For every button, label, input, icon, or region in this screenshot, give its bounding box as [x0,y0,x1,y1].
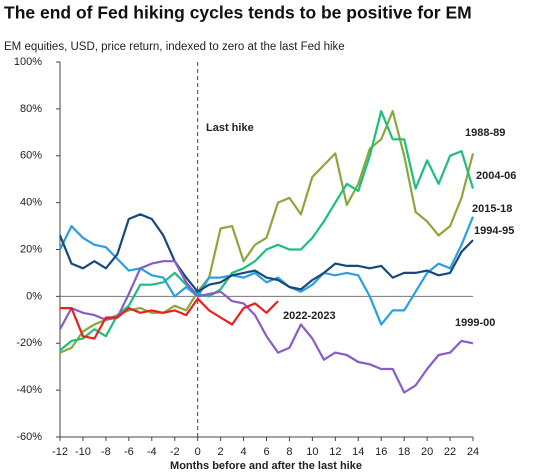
x-tick-label: -8 [101,446,111,458]
chart-subtitle: EM equities, USD, price return, indexed … [4,41,345,53]
x-axis-label: Months before and after the last hike [170,460,362,472]
series-line [59,110,475,352]
series-line [60,297,279,340]
series-line [58,213,474,293]
y-tick-label: 100% [14,56,42,68]
x-tick-label: -2 [170,446,180,458]
y-tick-label: 80% [20,103,42,115]
x-tick-label: 20 [421,446,433,458]
y-tick-label: 40% [20,197,42,209]
y-tick-label: -60% [16,431,42,443]
x-tick-label: -10 [75,446,91,458]
y-tick-label: 20% [20,243,42,255]
series-label: 1994-95 [474,225,514,237]
x-tick-label: 12 [329,446,341,458]
x-tick-label: 4 [240,446,246,458]
x-tick-label: 8 [286,446,292,458]
series-label: 1988-89 [465,127,505,139]
x-tick-label: -12 [52,446,68,458]
x-tick-label: 18 [398,446,410,458]
series-line [59,216,475,326]
series-label: 2004-06 [476,170,516,182]
annotation: Last hike [206,122,254,134]
series-label: 2022-2023 [283,310,336,322]
chart-title: The end of Fed hiking cycles tends to be… [4,3,472,23]
y-tick-label: 60% [20,150,42,162]
x-tick-label: -6 [124,446,134,458]
x-tick-label: 2 [218,446,224,458]
series-line [59,110,475,354]
y-tick-label: -20% [16,337,42,349]
x-tick-label: 22 [444,446,456,458]
x-tick-label: 14 [352,446,364,458]
series-label: 2015-18 [472,203,512,215]
x-tick-label: 16 [375,446,387,458]
x-tick-label: 24 [467,446,479,458]
x-tick-label: -4 [147,446,157,458]
x-tick-label: 0 [195,446,201,458]
series-label: 1999-00 [455,317,495,329]
x-tick-label: 10 [306,446,318,458]
y-tick-label: -40% [16,384,42,396]
y-tick-label: 0% [26,290,42,302]
series-line [59,260,474,394]
x-tick-label: 6 [263,446,269,458]
